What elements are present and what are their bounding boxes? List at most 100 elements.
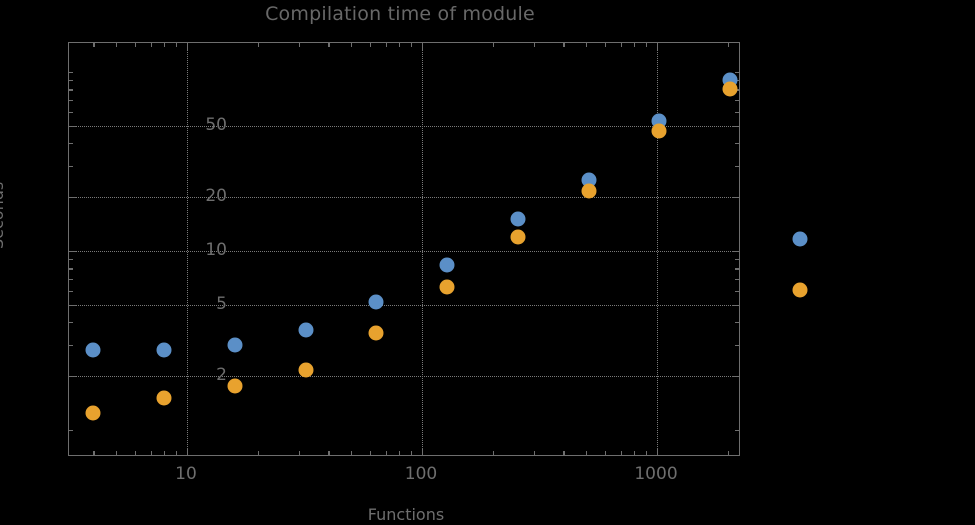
tick-mark-x-minor: [116, 43, 118, 47]
tick-mark-x-minor: [134, 43, 137, 47]
tick-mark-y: [732, 197, 739, 199]
tick-mark-x-minor: [369, 451, 372, 455]
y-tick-label-5: 5: [216, 293, 227, 314]
x-axis-title: Functions: [367, 505, 445, 524]
tick-mark-x-minor: [328, 43, 330, 47]
data-point: [510, 229, 526, 245]
tick-mark-y-minor: [735, 99, 739, 101]
tick-mark-x-minor: [164, 451, 166, 455]
tick-mark-y-minor: [735, 143, 739, 145]
tick-mark-x-minor: [299, 451, 301, 455]
tick-mark-x-minor: [727, 43, 729, 47]
tick-mark-y: [69, 376, 76, 378]
tick-mark-y: [69, 304, 76, 307]
tick-mark-x-minor: [299, 43, 301, 47]
tick-mark-y-minor: [735, 430, 739, 432]
tick-mark-x-minor: [534, 451, 536, 455]
tick-mark-x-minor: [604, 451, 607, 455]
data-point: [156, 390, 172, 406]
tick-mark-y-minor: [735, 322, 739, 324]
data-point: [651, 123, 667, 139]
tick-mark-x-minor: [563, 451, 565, 455]
tick-mark-x-minor: [399, 43, 401, 47]
tick-mark-y-minor: [69, 80, 73, 82]
tick-mark-x-minor: [116, 451, 118, 455]
tick-mark-x: [187, 43, 189, 50]
gridline-x: [657, 43, 658, 455]
tick-mark-x-minor: [150, 451, 152, 455]
data-point: [227, 378, 243, 394]
tick-mark-x-minor: [176, 43, 178, 47]
tick-mark-x: [657, 448, 659, 455]
x-tick-label-100: 100: [404, 464, 438, 484]
tick-mark-y: [69, 197, 76, 199]
tick-mark-y-minor: [735, 259, 739, 261]
tick-mark-y-minor: [69, 72, 73, 74]
x-tick-label-10: 10: [175, 464, 197, 484]
tick-mark-x-minor: [620, 451, 622, 455]
plot-area: [68, 42, 740, 456]
tick-mark-x-minor: [411, 451, 413, 455]
tick-mark-x-minor: [534, 43, 536, 47]
tick-mark-y-minor: [735, 278, 739, 280]
data-point: [368, 325, 384, 341]
data-point: [85, 342, 101, 358]
tick-mark-x: [657, 43, 659, 50]
tick-mark-x-minor: [620, 43, 622, 47]
tick-mark-y-minor: [69, 165, 73, 167]
tick-mark-y-minor: [69, 322, 73, 324]
data-point: [792, 231, 808, 247]
tick-mark-x-minor: [351, 451, 353, 455]
tick-mark-y-minor: [69, 430, 73, 432]
tick-mark-x-minor: [93, 451, 95, 455]
data-point: [581, 172, 597, 188]
tick-mark-x-minor: [164, 43, 166, 47]
tick-mark-y: [69, 125, 76, 128]
tick-mark-x-minor: [369, 43, 372, 47]
tick-mark-x-minor: [93, 43, 95, 47]
data-point: [85, 405, 101, 421]
tick-mark-x-minor: [411, 43, 413, 47]
gridline-y: [69, 197, 739, 199]
gridline-y: [69, 125, 739, 127]
tick-mark-y: [69, 251, 76, 253]
tick-mark-x-minor: [257, 451, 259, 455]
gridline-y: [69, 251, 739, 252]
tick-mark-x-minor: [586, 43, 588, 47]
tick-mark-x: [187, 448, 189, 455]
tick-mark-y-minor: [69, 268, 73, 270]
tick-mark-y: [732, 376, 739, 378]
data-point: [156, 342, 172, 358]
y-tick-label-10: 10: [205, 240, 227, 260]
x-tick-label-1000: 1000: [634, 464, 678, 484]
tick-mark-x-minor: [176, 451, 178, 455]
tick-mark-y: [732, 125, 739, 128]
data-point: [368, 294, 384, 310]
tick-mark-y: [732, 304, 739, 307]
tick-mark-y-minor: [735, 165, 739, 167]
tick-mark-y-minor: [69, 278, 73, 280]
tick-mark-x-minor: [150, 43, 152, 47]
tick-mark-x-minor: [492, 451, 494, 455]
tick-mark-y-minor: [69, 259, 73, 261]
plot-inner: [69, 43, 739, 455]
tick-mark-x-minor: [634, 451, 636, 455]
tick-mark-y-minor: [735, 290, 739, 292]
tick-mark-y-minor: [735, 268, 739, 270]
gridline-x: [187, 43, 188, 455]
tick-mark-y-minor: [69, 89, 73, 91]
gridline-x: [422, 43, 423, 455]
tick-mark-y-minor: [69, 290, 73, 292]
data-point: [792, 282, 808, 298]
tick-mark-x-minor: [563, 43, 565, 47]
tick-mark-x-minor: [646, 451, 648, 455]
tick-mark-y: [732, 251, 739, 253]
tick-mark-x-minor: [604, 43, 607, 47]
tick-mark-x-minor: [134, 451, 137, 455]
data-point: [227, 337, 243, 353]
tick-mark-x-minor: [586, 451, 588, 455]
tick-mark-y-minor: [69, 99, 73, 101]
tick-mark-y-minor: [735, 344, 739, 346]
tick-mark-x-minor: [328, 451, 330, 455]
